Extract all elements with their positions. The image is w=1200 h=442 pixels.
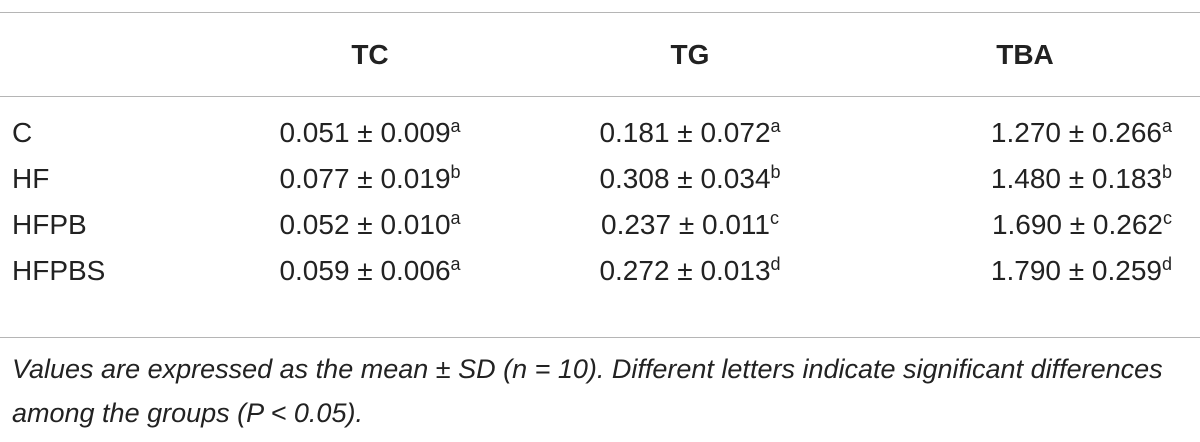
cell-value: 0.077 ± 0.019 [279, 163, 451, 194]
column-header-stub [0, 13, 210, 96]
cell-value: 1.270 ± 0.266 [990, 117, 1162, 148]
cell-value: 0.051 ± 0.009 [279, 117, 451, 148]
results-table: TC TG TBA C 0.051 ± 0.009a 0.181 ± 0.072… [0, 13, 1200, 294]
table-cell: 1.480 ± 0.183b [850, 156, 1200, 202]
row-label: HFPB [12, 209, 87, 240]
cell-value: 0.181 ± 0.072 [599, 117, 771, 148]
table-footnote: Values are expressed as the mean ± SD (n… [12, 354, 1163, 428]
table-cell: 0.181 ± 0.072a [530, 96, 850, 156]
significance-letter: a [450, 254, 461, 274]
table-cell: 1.270 ± 0.266a [850, 96, 1200, 156]
significance-letter: a [770, 116, 781, 136]
table-cell: 1.690 ± 0.262c [850, 202, 1200, 248]
significance-letter: b [450, 162, 461, 182]
cell-value: 0.237 ± 0.011 [601, 209, 770, 240]
cell-value: 0.059 ± 0.006 [279, 255, 451, 286]
table-row: HFPB 0.052 ± 0.010a 0.237 ± 0.011c 1.690… [0, 202, 1200, 248]
cell-value: 1.790 ± 0.259 [990, 255, 1162, 286]
significance-letter: c [769, 208, 779, 228]
significance-letter: b [770, 162, 781, 182]
table-cell: 0.052 ± 0.010a [210, 202, 530, 248]
row-label: HFPBS [12, 255, 106, 286]
significance-letter: d [1161, 254, 1172, 274]
table-cell: 0.051 ± 0.009a [210, 96, 530, 156]
significance-letter: d [770, 254, 781, 274]
significance-letter: a [1161, 116, 1172, 136]
table-row: HFPBS 0.059 ± 0.006a 0.272 ± 0.013d 1.79… [0, 248, 1200, 294]
table-cell: 0.237 ± 0.011c [530, 202, 850, 248]
significance-letter: b [1161, 162, 1172, 182]
table-cell: 0.272 ± 0.013d [530, 248, 850, 294]
column-header-tg: TG [670, 38, 710, 70]
table-header-rule [0, 96, 1200, 97]
table-header-row: TC TG TBA [0, 13, 1200, 96]
row-label: C [12, 117, 33, 148]
column-header-tba: TBA [996, 38, 1054, 70]
table-bottom-rule [0, 337, 1200, 338]
significance-letter: c [1163, 208, 1172, 228]
table-cell: 1.790 ± 0.259d [850, 248, 1200, 294]
table-cell: 0.059 ± 0.006a [210, 248, 530, 294]
cell-value: 1.690 ± 0.262 [991, 209, 1163, 240]
significance-letter: a [450, 208, 461, 228]
table-row: C 0.051 ± 0.009a 0.181 ± 0.072a 1.270 ± … [0, 96, 1200, 156]
cell-value: 0.052 ± 0.010 [279, 209, 451, 240]
table-row: HF 0.077 ± 0.019b 0.308 ± 0.034b 1.480 ±… [0, 156, 1200, 202]
cell-value: 0.272 ± 0.013 [599, 255, 771, 286]
column-header-tc: TC [351, 38, 389, 70]
cell-value: 0.308 ± 0.034 [599, 163, 771, 194]
cell-value: 1.480 ± 0.183 [990, 163, 1162, 194]
row-label: HF [12, 163, 50, 194]
table-top-rule [0, 12, 1200, 13]
table-cell: 0.308 ± 0.034b [530, 156, 850, 202]
table-cell: 0.077 ± 0.019b [210, 156, 530, 202]
significance-letter: a [450, 116, 461, 136]
